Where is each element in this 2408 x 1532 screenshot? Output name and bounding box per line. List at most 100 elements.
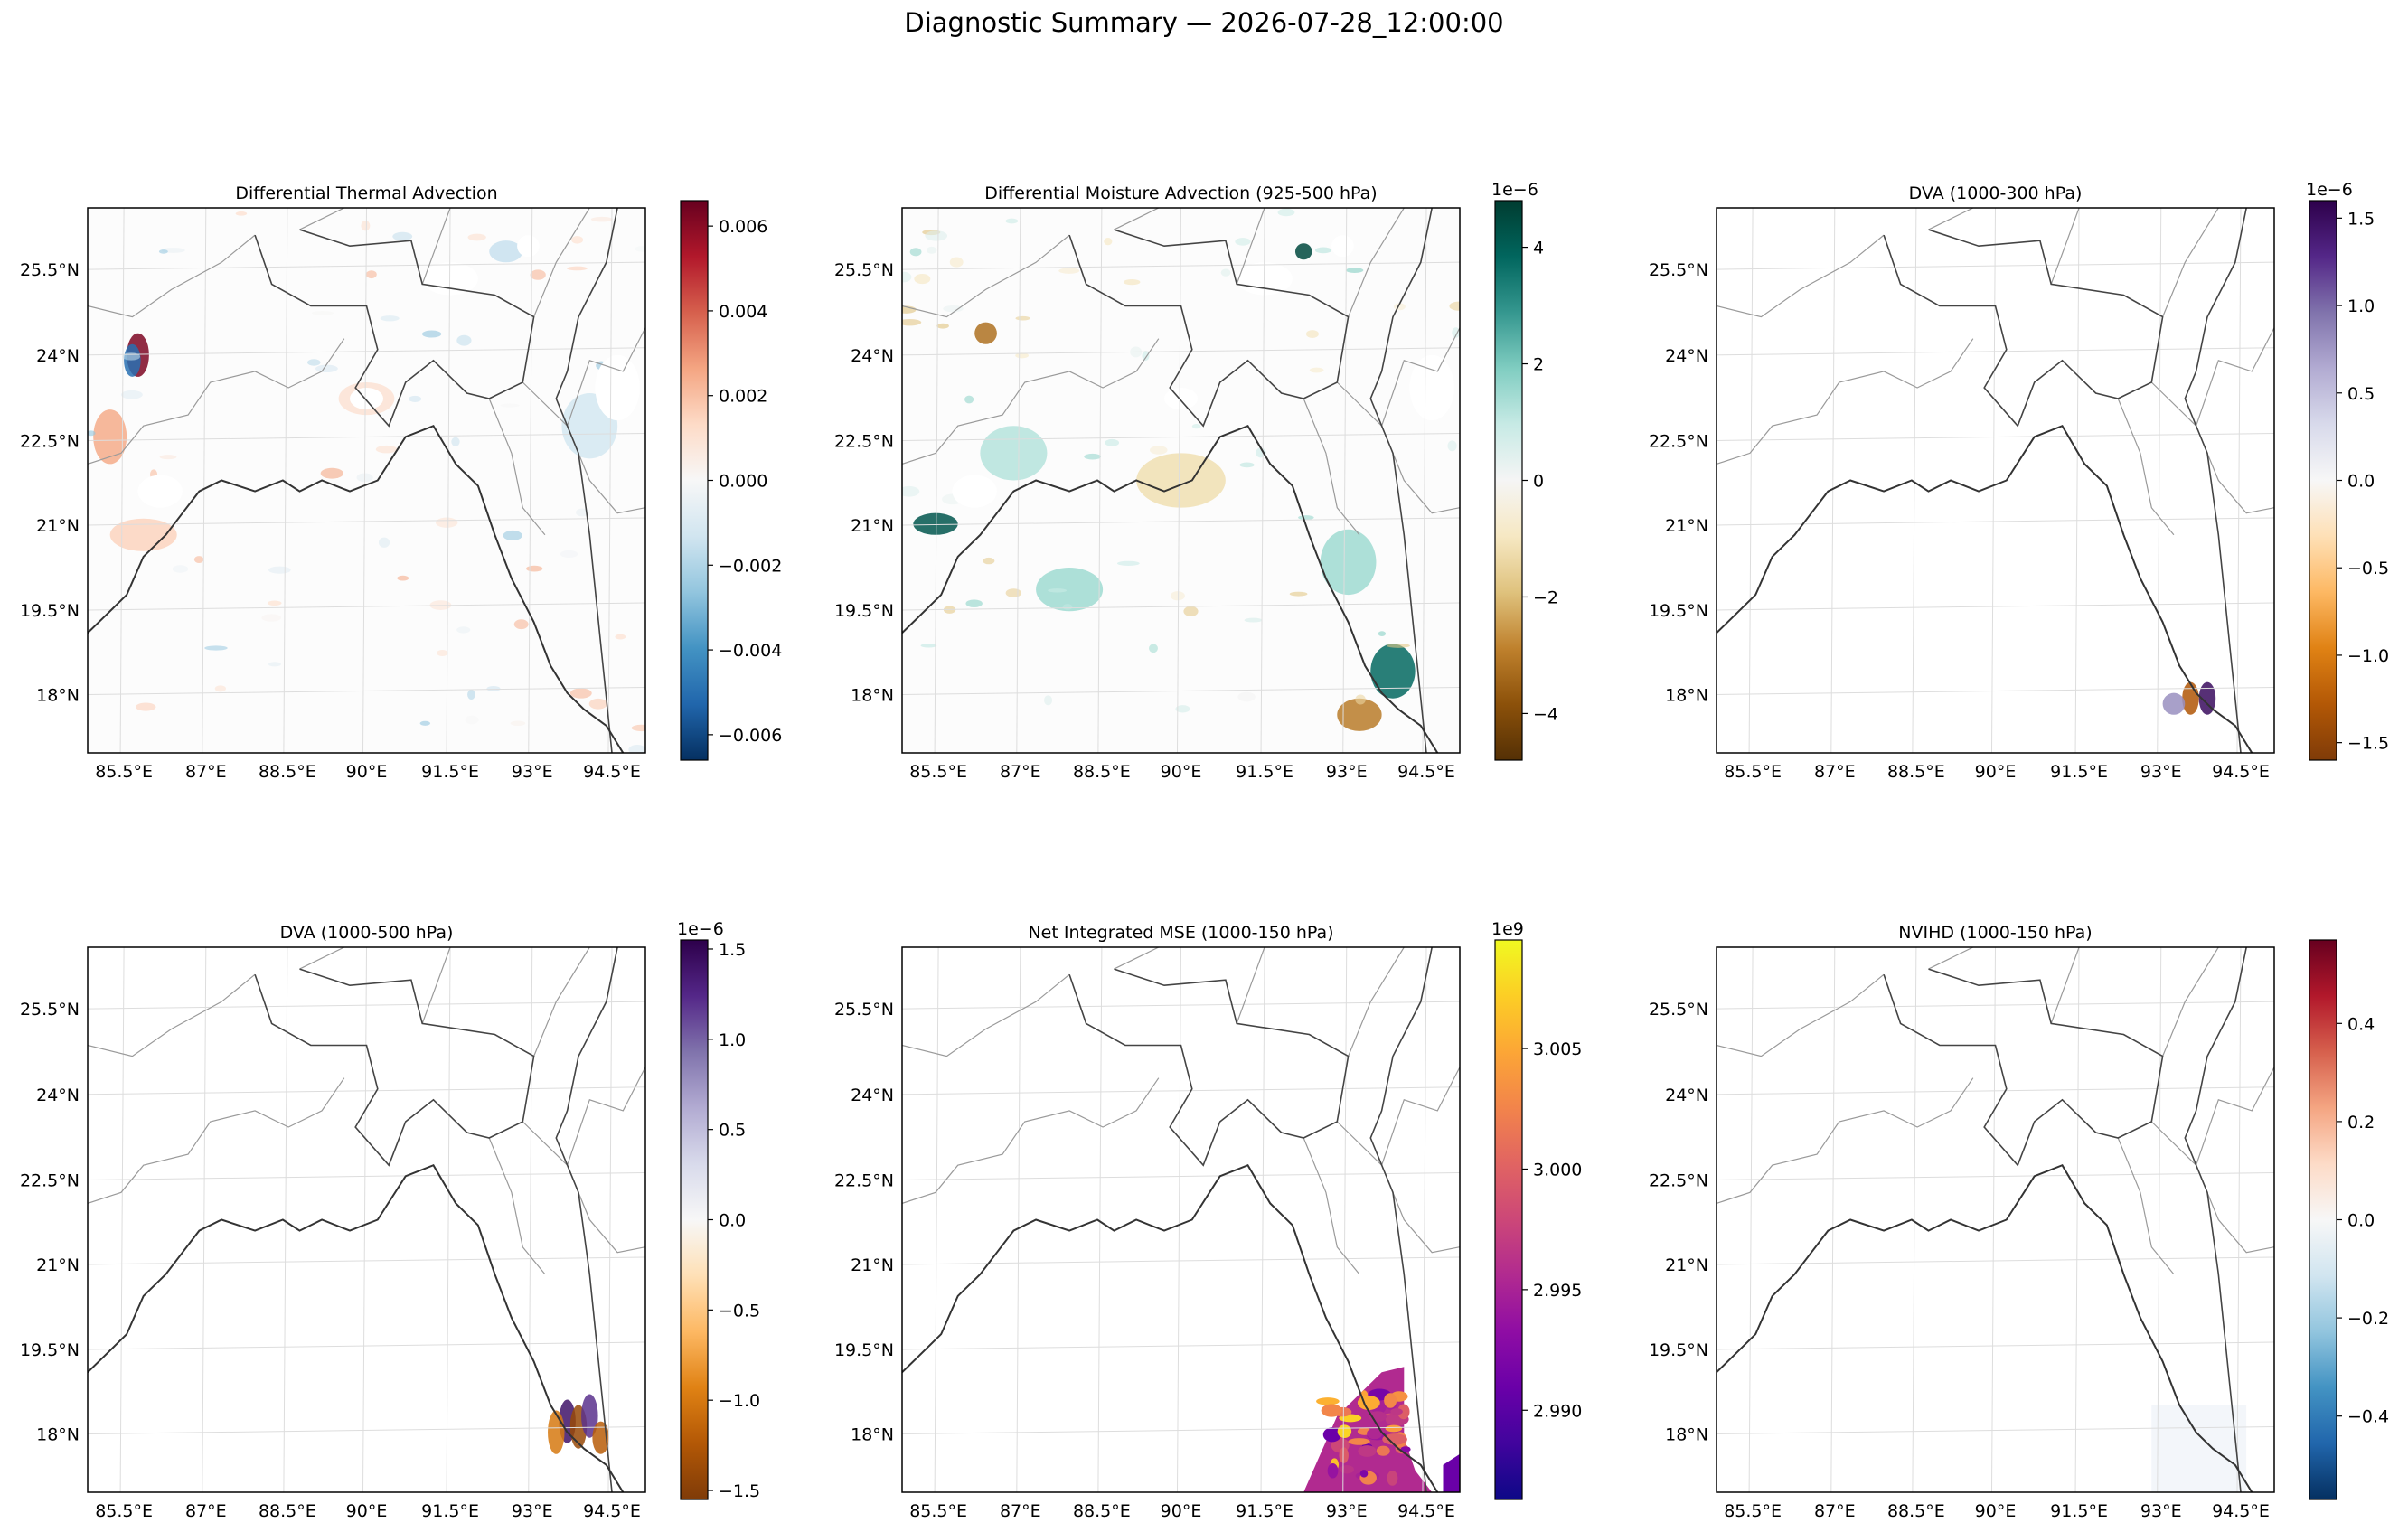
field-patch	[93, 409, 127, 465]
field-patch	[914, 274, 931, 285]
colorbar-tick-label: 0.0	[719, 1211, 746, 1231]
y-tick-label: 25.5°N	[834, 260, 894, 280]
gridline	[88, 686, 645, 695]
gridline	[902, 517, 1460, 526]
x-tick-label: 87°E	[185, 1501, 227, 1521]
x-tick-label: 94.5°E	[2212, 1501, 2270, 1521]
state-border	[1717, 338, 1974, 465]
axes-frame	[1716, 946, 2275, 1493]
x-tick-label: 85.5°E	[1724, 762, 1782, 782]
field-patch	[456, 626, 471, 634]
gridline	[1991, 947, 1996, 1492]
y-tick-label: 21°N	[1665, 516, 1708, 536]
state-border	[902, 338, 1160, 465]
field-patch	[421, 330, 442, 338]
x-tick-label: 88.5°E	[259, 1501, 316, 1521]
country-border	[2184, 208, 2247, 753]
field-patch	[1378, 631, 1387, 636]
gridline	[1748, 947, 1754, 1492]
field-patch	[1339, 1447, 1349, 1463]
state-border	[902, 1077, 1160, 1204]
field-patch	[268, 662, 281, 667]
field-patch	[1277, 208, 1295, 217]
state-border	[1928, 947, 1974, 970]
gridline	[902, 1425, 1460, 1434]
y-tick-label: 22.5°N	[834, 431, 894, 451]
y-tick-label: 25.5°N	[1649, 260, 1708, 280]
colorbar-tick-label: 2.995	[1533, 1281, 1582, 1301]
missing-data	[595, 354, 640, 421]
field-patch	[193, 556, 204, 564]
colorbar	[2309, 200, 2337, 761]
gridline	[362, 208, 367, 753]
gridline	[88, 1001, 645, 1010]
field-patch	[1387, 643, 1410, 648]
state-border	[522, 381, 645, 514]
field-patch	[581, 1394, 598, 1438]
field-patch	[1376, 1445, 1390, 1456]
gridline	[1717, 517, 2274, 526]
gridline	[446, 947, 451, 1492]
gridline	[88, 1086, 645, 1095]
panel-title: NVIHD (1000-150 hPa)	[1898, 923, 2092, 943]
country-border	[254, 968, 535, 1167]
x-tick-label: 93°E	[2140, 1501, 2182, 1521]
x-tick-label: 90°E	[346, 1501, 388, 1521]
panel-title: DVA (1000-300 hPa)	[1909, 183, 2083, 203]
field-patch	[1382, 1433, 1407, 1445]
x-tick-label: 91.5°E	[2050, 1501, 2108, 1521]
state-border	[2150, 381, 2274, 514]
gridline	[902, 432, 1460, 441]
x-tick-label: 94.5°E	[2212, 762, 2270, 782]
colorbar-tick-label: 0.2	[2347, 1113, 2375, 1133]
field-patch	[409, 395, 422, 402]
x-tick-label: 94.5°E	[583, 1501, 641, 1521]
gridline	[1717, 1425, 2274, 1434]
y-tick-label: 22.5°N	[1649, 1170, 1708, 1190]
field-patch	[1355, 694, 1366, 705]
field-patch	[1321, 1404, 1342, 1417]
colorbar-tick-label: 1.0	[719, 1030, 746, 1050]
gridline	[362, 947, 367, 1492]
map-background	[88, 947, 645, 1492]
state-border	[299, 208, 345, 230]
gridline	[1177, 208, 1181, 753]
field-patch	[1048, 588, 1068, 593]
x-tick-label: 88.5°E	[259, 762, 316, 782]
x-tick-label: 88.5°E	[1887, 762, 1945, 782]
state-border	[567, 327, 645, 427]
colorbar-tick-label: −0.004	[719, 641, 782, 661]
x-tick-label: 87°E	[1000, 762, 1041, 782]
state-border	[421, 208, 451, 285]
gridline	[1342, 947, 1348, 1492]
gridline	[1717, 686, 2274, 695]
field-patch	[548, 1410, 565, 1454]
state-border	[1114, 208, 1160, 230]
missing-data	[1163, 387, 1199, 410]
field-patch	[526, 565, 543, 572]
field-patch	[375, 445, 398, 454]
colorbar-tick-label: 0.000	[719, 472, 767, 492]
y-tick-label: 21°N	[851, 516, 894, 536]
field-patch	[1015, 315, 1030, 321]
gridline	[1991, 208, 1996, 753]
gridline	[1016, 947, 1021, 1492]
country-border	[1068, 968, 1350, 1167]
gridline	[1912, 947, 1917, 1492]
missing-data	[517, 235, 540, 258]
state-border	[2150, 1121, 2274, 1254]
gridline	[1097, 947, 1103, 1492]
field-patch	[513, 619, 529, 630]
state-border	[1348, 208, 1405, 317]
gridline	[1717, 261, 2274, 270]
field-patch	[486, 686, 501, 691]
colorbar-tick-label: −0.5	[719, 1301, 760, 1321]
gridline	[2236, 208, 2242, 753]
field-patch	[122, 352, 140, 361]
field-patch	[311, 311, 334, 315]
gridline	[902, 347, 1460, 356]
axes-frame	[1716, 207, 2275, 754]
gridline	[88, 602, 645, 611]
colorbar	[1494, 200, 1523, 761]
x-tick-label: 85.5°E	[95, 762, 153, 782]
